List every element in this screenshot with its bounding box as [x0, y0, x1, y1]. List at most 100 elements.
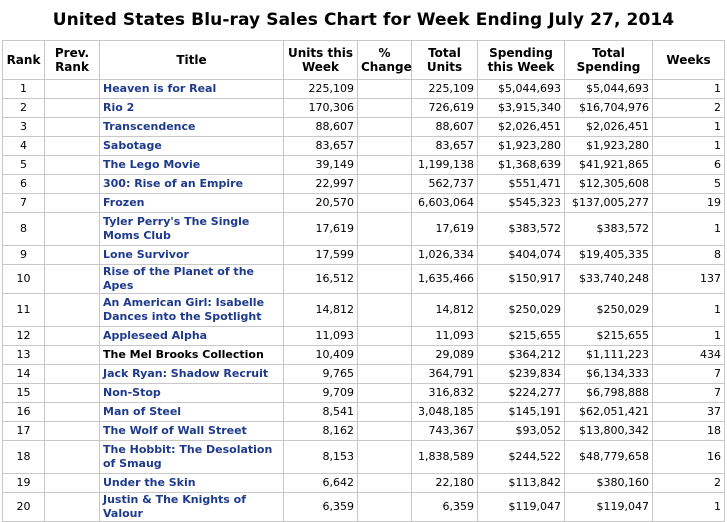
- spending-this-week-cell: $3,915,340: [477, 98, 565, 118]
- total-spending-cell: $5,044,693: [564, 79, 653, 99]
- units-this-week-cell: 20,570: [283, 193, 358, 213]
- spending-this-week-cell: $551,471: [477, 174, 565, 194]
- weeks-cell: 7: [652, 364, 725, 384]
- movie-title-link[interactable]: An American Girl: Isabelle Dances into t…: [103, 296, 265, 323]
- table-row: 8 Tyler Perry's The Single Moms Club 17,61…: [2, 212, 725, 246]
- movie-title-link[interactable]: Rio 2: [103, 101, 135, 114]
- movie-title-link[interactable]: Under the Skin: [103, 476, 196, 489]
- spending-this-week-cell: $150,917: [477, 264, 565, 294]
- units-this-week-cell: 16,512: [283, 264, 358, 294]
- movie-title-link[interactable]: Tyler Perry's The Single Moms Club: [103, 215, 250, 242]
- rank-cell: 5: [2, 155, 45, 175]
- table-row: 4 Sabotage 83,657 83,657 $1,923,280 $1,923,28…: [2, 136, 725, 156]
- movie-title-link[interactable]: Appleseed Alpha: [103, 329, 208, 342]
- movie-title-link[interactable]: Sabotage: [103, 139, 162, 152]
- spending-this-week-cell: $113,842: [477, 473, 565, 493]
- total-units-cell: 6,603,064: [411, 193, 478, 213]
- percent-change-cell: [357, 473, 412, 493]
- weeks-cell: 1: [652, 117, 725, 137]
- title-cell: Appleseed Alpha: [99, 326, 284, 346]
- movie-title-link[interactable]: Man of Steel: [103, 405, 182, 418]
- header-row: Rank Prev. Rank Title Units this Week % …: [2, 40, 725, 80]
- prev-rank-cell: [44, 492, 100, 522]
- prev-rank-cell: [44, 98, 100, 118]
- weeks-cell: 1: [652, 326, 725, 346]
- weeks-cell: 1: [652, 136, 725, 156]
- prev-rank-cell: [44, 293, 100, 327]
- col-header-spending-this-week: Spending this Week: [477, 40, 565, 80]
- rank-cell: 16: [2, 402, 45, 422]
- title-cell: Transcendence: [99, 117, 284, 137]
- total-units-cell: 562,737: [411, 174, 478, 194]
- movie-title-link[interactable]: Rise of the Planet of the Apes: [103, 265, 254, 292]
- prev-rank-cell: [44, 264, 100, 294]
- movie-title-link[interactable]: The Wolf of Wall Street: [103, 424, 247, 437]
- table-row: 17 The Wolf of Wall Street 8,162 743,367 $93…: [2, 421, 725, 441]
- title-cell: The Mel Brooks Collection: [99, 345, 284, 365]
- percent-change-cell: [357, 402, 412, 422]
- weeks-cell: 16: [652, 440, 725, 474]
- prev-rank-cell: [44, 136, 100, 156]
- sales-chart-table: Rank Prev. Rank Title Units this Week % …: [2, 40, 725, 522]
- table-row: 10 Rise of the Planet of the Apes 16,512 1,…: [2, 264, 725, 294]
- movie-title-link[interactable]: 300: Rise of an Empire: [103, 177, 244, 190]
- movie-title-link[interactable]: Frozen: [103, 196, 145, 209]
- total-units-cell: 14,812: [411, 293, 478, 327]
- title-cell: An American Girl: Isabelle Dances into t…: [99, 293, 284, 327]
- title-cell: Non-Stop: [99, 383, 284, 403]
- units-this-week-cell: 225,109: [283, 79, 358, 99]
- total-units-cell: 22,180: [411, 473, 478, 493]
- percent-change-cell: [357, 492, 412, 522]
- rank-cell: 14: [2, 364, 45, 384]
- percent-change-cell: [357, 421, 412, 441]
- weeks-cell: 137: [652, 264, 725, 294]
- rank-cell: 6: [2, 174, 45, 194]
- percent-change-cell: [357, 245, 412, 265]
- movie-title-link[interactable]: The Lego Movie: [103, 158, 201, 171]
- title-cell: Lone Survivor: [99, 245, 284, 265]
- units-this-week-cell: 22,997: [283, 174, 358, 194]
- rank-cell: 18: [2, 440, 45, 474]
- total-units-cell: 743,367: [411, 421, 478, 441]
- percent-change-cell: [357, 117, 412, 137]
- rank-cell: 3: [2, 117, 45, 137]
- movie-title-text: The Mel Brooks Collection: [103, 348, 264, 361]
- title-cell: Justin & The Knights of Valour: [99, 492, 284, 522]
- units-this-week-cell: 8,153: [283, 440, 358, 474]
- spending-this-week-cell: $145,191: [477, 402, 565, 422]
- table-row: 19 Under the Skin 6,642 22,180 $113,842 $380,…: [2, 473, 725, 493]
- total-spending-cell: $1,923,280: [564, 136, 653, 156]
- units-this-week-cell: 9,765: [283, 364, 358, 384]
- movie-title-link[interactable]: Jack Ryan: Shadow Recruit: [103, 367, 269, 380]
- col-header-prev-rank: Prev. Rank: [44, 40, 100, 80]
- movie-title-link[interactable]: The Hobbit: The Desolation of Smaug: [103, 443, 273, 470]
- col-header-percent-change: % Change: [357, 40, 412, 80]
- col-header-total-units: Total Units: [411, 40, 478, 80]
- units-this-week-cell: 6,359: [283, 492, 358, 522]
- weeks-cell: 1: [652, 212, 725, 246]
- title-cell: Under the Skin: [99, 473, 284, 493]
- total-spending-cell: $6,798,888: [564, 383, 653, 403]
- weeks-cell: 37: [652, 402, 725, 422]
- percent-change-cell: [357, 174, 412, 194]
- movie-title-link[interactable]: Justin & The Knights of Valour: [103, 493, 247, 520]
- table-row: 9 Lone Survivor 17,599 1,026,334 $404,074 $19…: [2, 245, 725, 265]
- weeks-cell: 1: [652, 492, 725, 522]
- total-spending-cell: $6,134,333: [564, 364, 653, 384]
- percent-change-cell: [357, 136, 412, 156]
- movie-title-link[interactable]: Lone Survivor: [103, 248, 189, 261]
- total-units-cell: 316,832: [411, 383, 478, 403]
- movie-title-link[interactable]: Heaven is for Real: [103, 82, 217, 95]
- spending-this-week-cell: $364,212: [477, 345, 565, 365]
- rank-cell: 12: [2, 326, 45, 346]
- total-units-cell: 1,199,138: [411, 155, 478, 175]
- total-spending-cell: $380,160: [564, 473, 653, 493]
- table-row: 1 Heaven is for Real 225,109 225,109 $5,044,…: [2, 79, 725, 99]
- total-units-cell: 225,109: [411, 79, 478, 99]
- spending-this-week-cell: $244,522: [477, 440, 565, 474]
- rank-cell: 13: [2, 345, 45, 365]
- movie-title-link[interactable]: Transcendence: [103, 120, 196, 133]
- table-row: 11 An American Girl: Isabelle Dances into…: [2, 293, 725, 327]
- movie-title-link[interactable]: Non-Stop: [103, 386, 161, 399]
- weeks-cell: 7: [652, 383, 725, 403]
